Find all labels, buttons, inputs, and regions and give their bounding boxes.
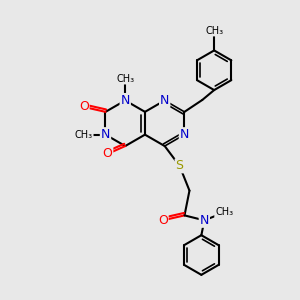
Text: N: N bbox=[121, 94, 130, 107]
Text: N: N bbox=[101, 128, 110, 141]
Text: S: S bbox=[176, 159, 184, 172]
Text: N: N bbox=[200, 214, 209, 227]
Text: CH₃: CH₃ bbox=[205, 26, 223, 36]
Text: O: O bbox=[79, 100, 88, 113]
Text: O: O bbox=[103, 148, 112, 160]
Text: N: N bbox=[180, 128, 189, 141]
Text: N: N bbox=[160, 94, 169, 107]
Text: CH₃: CH₃ bbox=[75, 130, 93, 140]
Text: O: O bbox=[158, 214, 168, 227]
Text: CH₃: CH₃ bbox=[116, 74, 134, 84]
Text: CH₃: CH₃ bbox=[215, 207, 233, 218]
